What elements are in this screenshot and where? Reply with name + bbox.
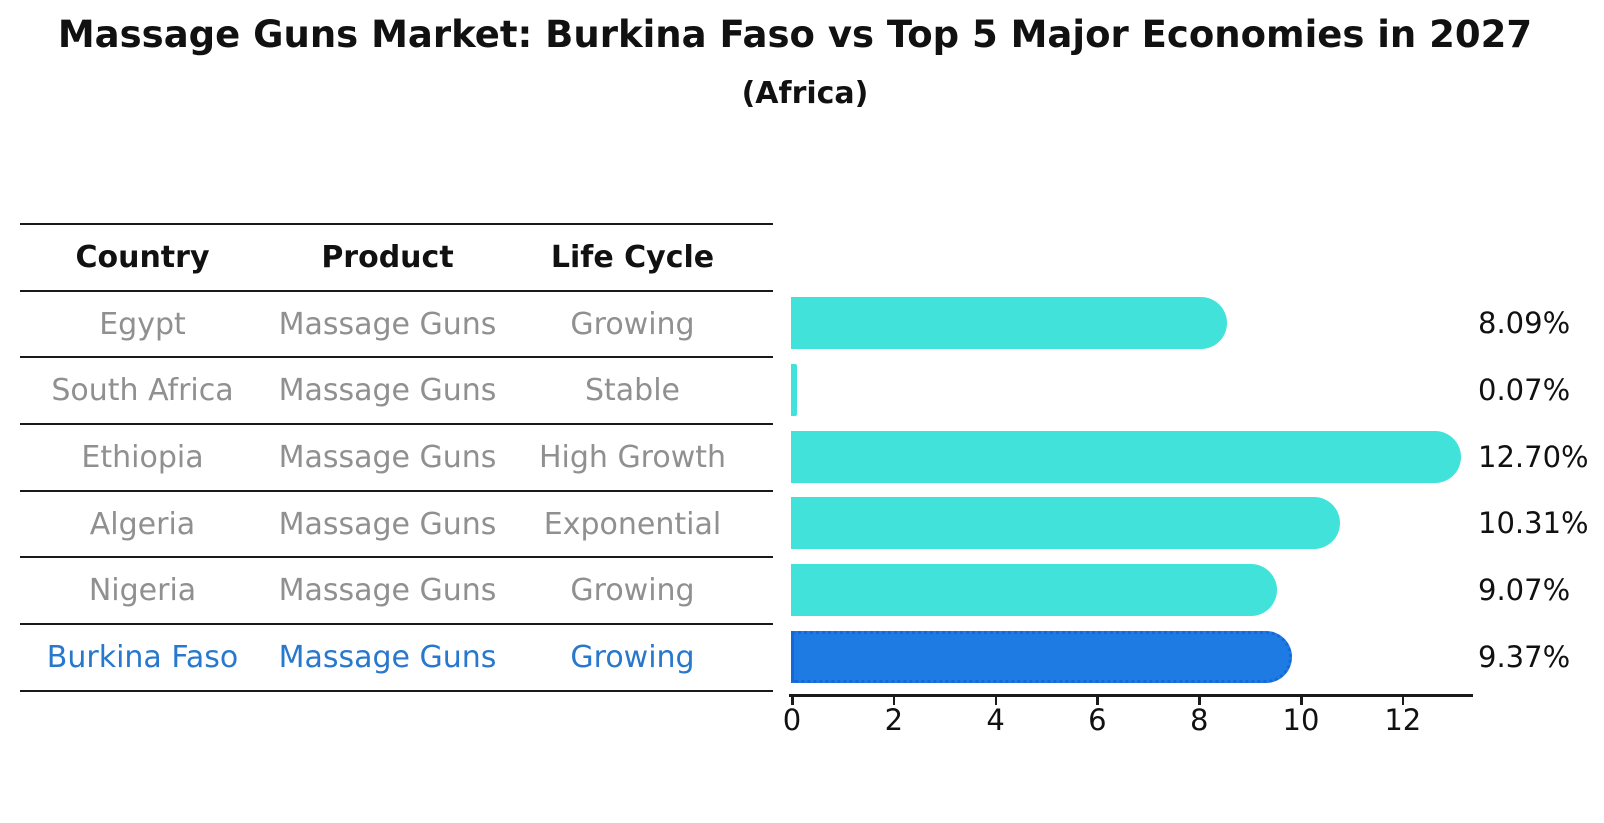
comparison-table: Country Product Life Cycle Egypt Massage … <box>20 223 773 692</box>
x-axis-tick <box>892 696 896 705</box>
table-row-burkina-faso: Burkina Faso Massage Guns Growing <box>20 625 773 692</box>
table-row-south-africa: South Africa Massage Guns Stable <box>20 358 773 426</box>
header-country: Country <box>75 239 210 275</box>
product-cell: Massage Guns <box>278 573 497 609</box>
bar-value-label: 12.70% <box>1478 439 1589 474</box>
bar-value-label: 9.37% <box>1478 639 1571 674</box>
lifecycle-cell: Growing <box>570 573 695 609</box>
bar-nigeria <box>791 564 1277 617</box>
table-header-row: Country Product Life Cycle <box>20 225 773 292</box>
x-axis-tick-label: 4 <box>986 703 1005 737</box>
bar-ethiopia <box>791 430 1462 483</box>
lifecycle-cell: Exponential <box>543 506 722 542</box>
country-cell: Ethiopia <box>81 439 204 475</box>
bar-value-label: 9.07% <box>1478 573 1571 608</box>
product-cell: Massage Guns <box>278 639 497 675</box>
bar-egypt <box>791 297 1227 350</box>
x-axis-tick <box>994 696 998 705</box>
x-axis-tick <box>1401 696 1405 705</box>
x-axis-tick-label: 12 <box>1384 703 1422 737</box>
table-row-nigeria: Nigeria Massage Guns Growing <box>20 558 773 626</box>
bar-south-africa <box>791 364 797 416</box>
x-axis-tick-label: 6 <box>1088 703 1107 737</box>
x-axis-tick-label: 0 <box>782 703 802 737</box>
x-axis-tick <box>791 696 794 705</box>
page-title: Massage Guns Market: Burkina Faso vs Top… <box>57 13 1533 56</box>
bar-burkina-faso <box>791 630 1292 683</box>
country-cell: Nigeria <box>88 573 197 609</box>
x-axis-tick <box>1096 696 1099 705</box>
x-axis-tick <box>1300 696 1303 705</box>
x-axis-tick-label: 8 <box>1189 703 1209 737</box>
x-axis-tick <box>1198 696 1201 705</box>
lifecycle-cell: High Growth <box>538 439 727 475</box>
x-axis-tick-label: 2 <box>884 703 904 737</box>
product-cell: Massage Guns <box>278 306 497 342</box>
country-cell: Burkina Faso <box>46 639 239 675</box>
country-cell: Algeria <box>89 506 196 542</box>
bar-value-label: 10.31% <box>1478 506 1589 541</box>
x-axis-line <box>789 694 1473 697</box>
page-subtitle: (Africa) <box>741 76 869 111</box>
product-cell: Massage Guns <box>278 373 497 409</box>
table-row-ethiopia: Ethiopia Massage Guns High Growth <box>20 425 773 492</box>
country-cell: Egypt <box>99 306 186 342</box>
x-axis-tick-label: 10 <box>1282 703 1320 737</box>
bar-value-label: 8.09% <box>1478 306 1571 341</box>
product-cell: Massage Guns <box>278 506 497 542</box>
product-cell: Massage Guns <box>278 439 497 475</box>
lifecycle-cell: Stable <box>584 373 681 409</box>
lifecycle-cell: Growing <box>570 639 695 675</box>
table-row-algeria: Algeria Massage Guns Exponential <box>20 492 773 559</box>
bar-algeria <box>791 497 1340 550</box>
country-cell: South Africa <box>51 373 234 409</box>
bar-value-label: 0.07% <box>1478 373 1571 407</box>
table-row-egypt: Egypt Massage Guns Growing <box>20 292 773 359</box>
lifecycle-cell: Growing <box>570 306 695 342</box>
header-product: Product <box>321 239 454 275</box>
header-life-cycle: Life Cycle <box>550 239 715 275</box>
